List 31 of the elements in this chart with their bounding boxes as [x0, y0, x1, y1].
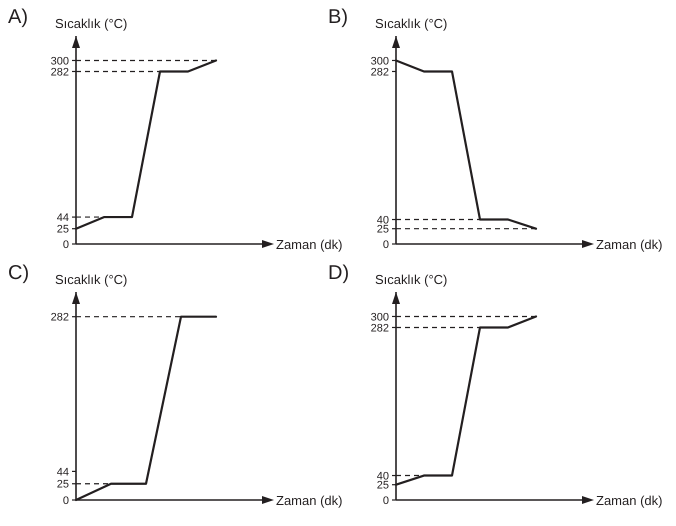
y-tick-label: 300 — [370, 55, 389, 68]
y-tick-label: 0 — [62, 494, 69, 507]
y-tick-label: 0 — [382, 494, 389, 507]
x-axis-title: Zaman (dk) — [276, 493, 342, 508]
y-axis-title: Sıcaklık (°C) — [55, 272, 128, 287]
y-tick-label: 40 — [376, 214, 389, 226]
y-tick-label: 282 — [370, 322, 389, 334]
y-tick-label: 25 — [56, 224, 69, 236]
y-tick-label: 25 — [56, 478, 69, 491]
y-axis-title: Sıcaklık (°C) — [55, 16, 128, 31]
y-tick-label: 25 — [376, 224, 389, 236]
chart-title: D) — [328, 262, 350, 284]
y-tick-label: 300 — [50, 55, 69, 68]
y-axis-title: Sıcaklık (°C) — [375, 16, 448, 31]
y-tick-label: 282 — [50, 312, 69, 324]
x-axis-title: Zaman (dk) — [276, 237, 342, 252]
y-tick-label: 40 — [376, 470, 389, 482]
y-tick-label: 44 — [56, 212, 69, 224]
x-axis-title: Zaman (dk) — [596, 237, 662, 252]
chart-title: A) — [8, 6, 28, 28]
y-tick-label: 282 — [50, 66, 69, 78]
y-tick-label: 25 — [376, 480, 389, 492]
y-tick-label: 300 — [370, 311, 389, 324]
chart-title: B) — [328, 6, 348, 28]
y-tick-label: 44 — [56, 466, 69, 478]
y-tick-label: 0 — [62, 238, 69, 251]
y-axis-title: Sıcaklık (°C) — [375, 272, 448, 287]
chart-title: C) — [8, 262, 30, 284]
x-axis-title: Zaman (dk) — [596, 493, 662, 508]
y-tick-label: 0 — [382, 238, 389, 251]
y-tick-label: 282 — [370, 66, 389, 78]
